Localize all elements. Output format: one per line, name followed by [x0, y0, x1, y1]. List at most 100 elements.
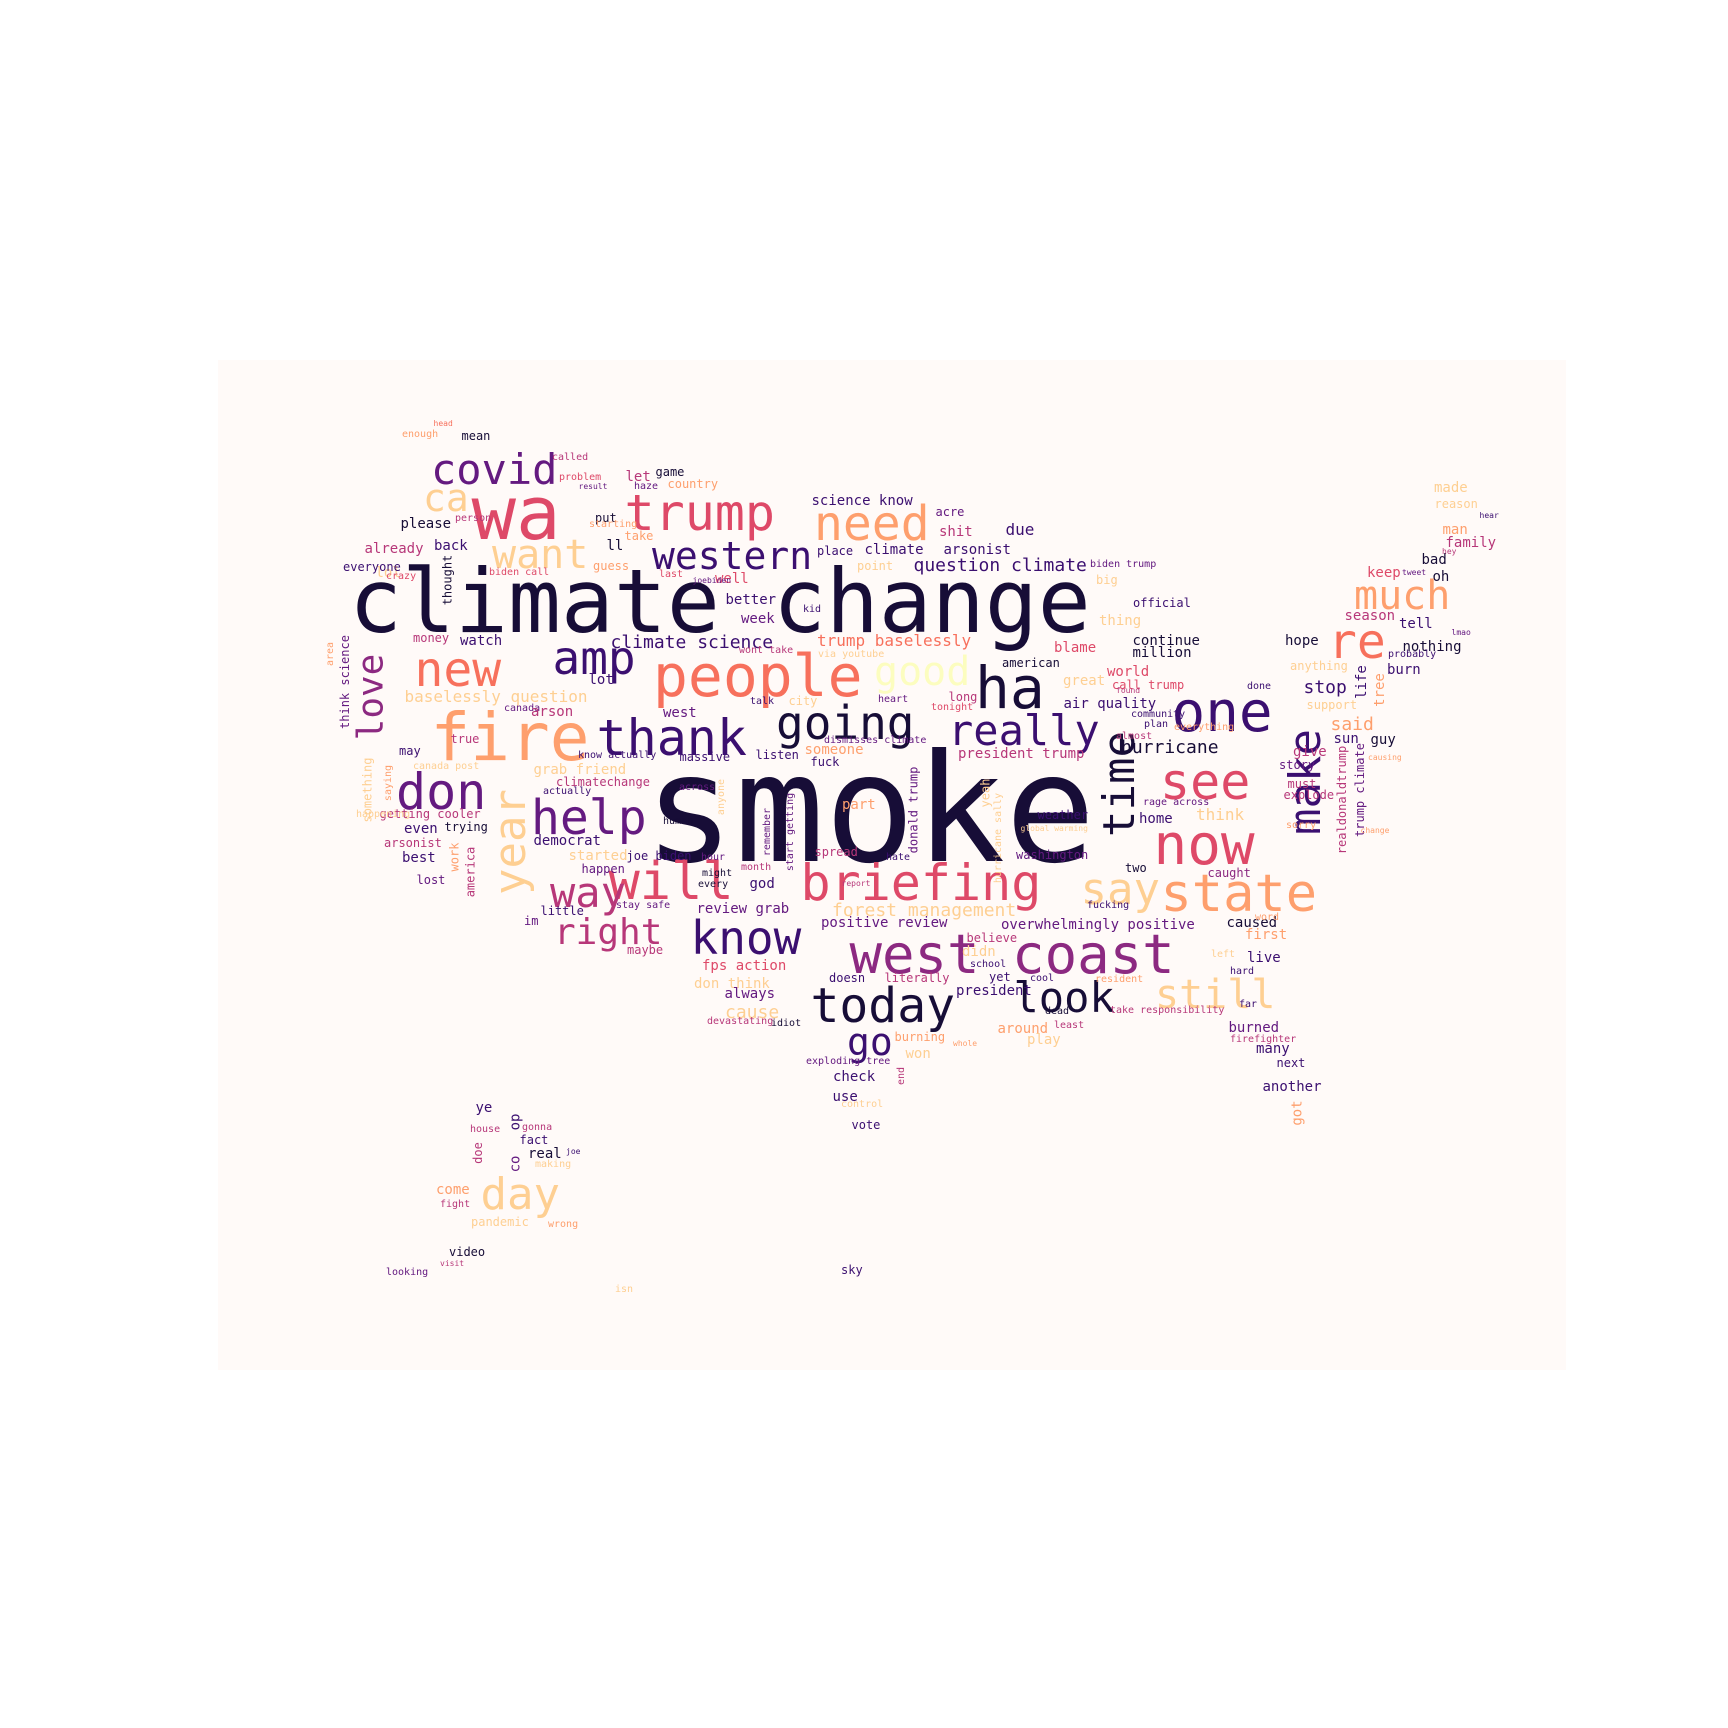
word-true: true	[450, 732, 480, 746]
word-joebiden: joebiden	[692, 576, 732, 585]
word-end: end	[896, 1066, 908, 1086]
word-might: might	[702, 868, 733, 879]
word-fps-action: fps action	[702, 958, 787, 974]
word-guess: guess	[593, 559, 630, 573]
word-arsonist: arsonist	[943, 542, 1011, 558]
word-don: don	[396, 763, 487, 821]
word-probably: probably	[1388, 649, 1437, 660]
word-day: day	[480, 1169, 560, 1220]
word-hurricane-sally: hurricane sally	[993, 792, 1005, 884]
word-wrong: wrong	[548, 1219, 579, 1230]
word-joe-biden: joe biden	[626, 849, 692, 863]
word-maybe: maybe	[627, 943, 664, 957]
word-year: year	[484, 789, 536, 895]
word-western: western	[652, 534, 813, 578]
word-im: im	[524, 914, 539, 928]
word-explode: explode	[1283, 788, 1335, 802]
word-much: much	[1354, 573, 1451, 619]
word-place: place	[817, 544, 854, 558]
word-hey: hey	[1442, 547, 1457, 556]
word-started: started	[568, 848, 628, 864]
word-live: live	[1247, 950, 1281, 966]
word-co: co	[506, 1155, 523, 1173]
word-made: made	[1434, 480, 1468, 496]
word-climate-science: climate science	[610, 632, 774, 653]
word-crazy: crazy	[386, 571, 417, 582]
word-best: best	[402, 850, 436, 866]
word-burn: burn	[1387, 662, 1421, 678]
word-trump: trump	[624, 484, 776, 542]
word-donald-trump: donald trump	[905, 766, 920, 854]
word-heart: heart	[878, 694, 909, 705]
word-god: god	[749, 876, 775, 892]
word-ll: ll	[606, 538, 624, 554]
word-really: really	[948, 706, 1100, 755]
word-via-youtube: via youtube	[818, 649, 885, 660]
word-don-think: don think	[694, 976, 770, 992]
word-enough: enough	[402, 429, 439, 440]
word-need: need	[814, 496, 930, 552]
word-mean: mean	[461, 429, 491, 443]
word-wont-take: wont take	[739, 645, 794, 656]
word-tonight: tonight	[931, 702, 974, 713]
word-doe: doe	[470, 1142, 485, 1164]
word-official: official	[1133, 596, 1191, 610]
word-hate: hate	[886, 852, 911, 863]
word-stay-safe: stay safe	[616, 900, 671, 911]
word-science-know: science know	[811, 493, 913, 509]
word-state: state	[1160, 864, 1318, 924]
word-help: help	[531, 790, 647, 846]
word-arson: arson	[531, 704, 574, 720]
word-let: let	[625, 469, 651, 485]
word-go: go	[847, 1020, 893, 1064]
word-family: family	[1445, 535, 1497, 551]
word-cool: cool	[1030, 973, 1055, 984]
word-another: another	[1262, 1079, 1322, 1095]
word-sun: sun	[1333, 731, 1359, 747]
word-caused: caused	[1226, 915, 1278, 931]
word-found: found	[1116, 686, 1141, 695]
word-money: money	[413, 631, 450, 645]
word-well: well	[715, 571, 749, 587]
word-hope: hope	[1285, 633, 1319, 649]
word-looking: looking	[386, 1267, 429, 1278]
word-saying: saying	[383, 764, 395, 802]
word-house: house	[470, 1124, 501, 1135]
word-change: change	[1360, 826, 1390, 835]
word-put: put	[595, 511, 617, 525]
word-human: human	[663, 816, 694, 827]
word-making: making	[535, 1159, 572, 1170]
word-lmao: lmao	[1451, 628, 1471, 637]
word-believe: believe	[966, 931, 1018, 945]
word-new: new	[414, 642, 502, 698]
word-arsonist-2: arsonist	[384, 836, 442, 850]
word-global-warming: global warming	[1020, 824, 1088, 833]
word-call-trump: call trump	[1112, 678, 1185, 692]
word-massive: massive	[679, 750, 731, 764]
word-acre: acre	[935, 505, 965, 519]
word-hear: hear	[1479, 511, 1499, 520]
word-dead: dead	[1045, 1006, 1070, 1017]
word-right: right	[554, 912, 663, 953]
word-guy: guy	[1370, 732, 1396, 748]
word-real: real	[528, 1146, 562, 1162]
word-question-climate: question climate	[913, 555, 1087, 576]
word-ye: ye	[475, 1100, 493, 1116]
word-people: people	[653, 642, 863, 710]
word-president-trump: president trump	[958, 746, 1085, 762]
word-way: way	[550, 868, 626, 917]
word-climate-change: climate change	[349, 550, 1091, 653]
word-person: person	[455, 513, 492, 524]
word-continue: continue	[1132, 633, 1200, 649]
word-part: part	[842, 797, 876, 813]
word-realdonaldtrump: realdonaldtrump	[1335, 745, 1350, 855]
word-watch: watch	[460, 633, 503, 649]
word-smoke: smoke	[644, 723, 1096, 897]
word-today: today	[810, 978, 956, 1034]
word-take: take	[624, 529, 654, 543]
word-almost: almost	[1116, 731, 1153, 742]
word-lol: lol	[375, 565, 401, 581]
word-literally: literally	[884, 971, 950, 985]
word-blame: blame	[1054, 640, 1097, 656]
word-support: support	[1306, 698, 1358, 712]
